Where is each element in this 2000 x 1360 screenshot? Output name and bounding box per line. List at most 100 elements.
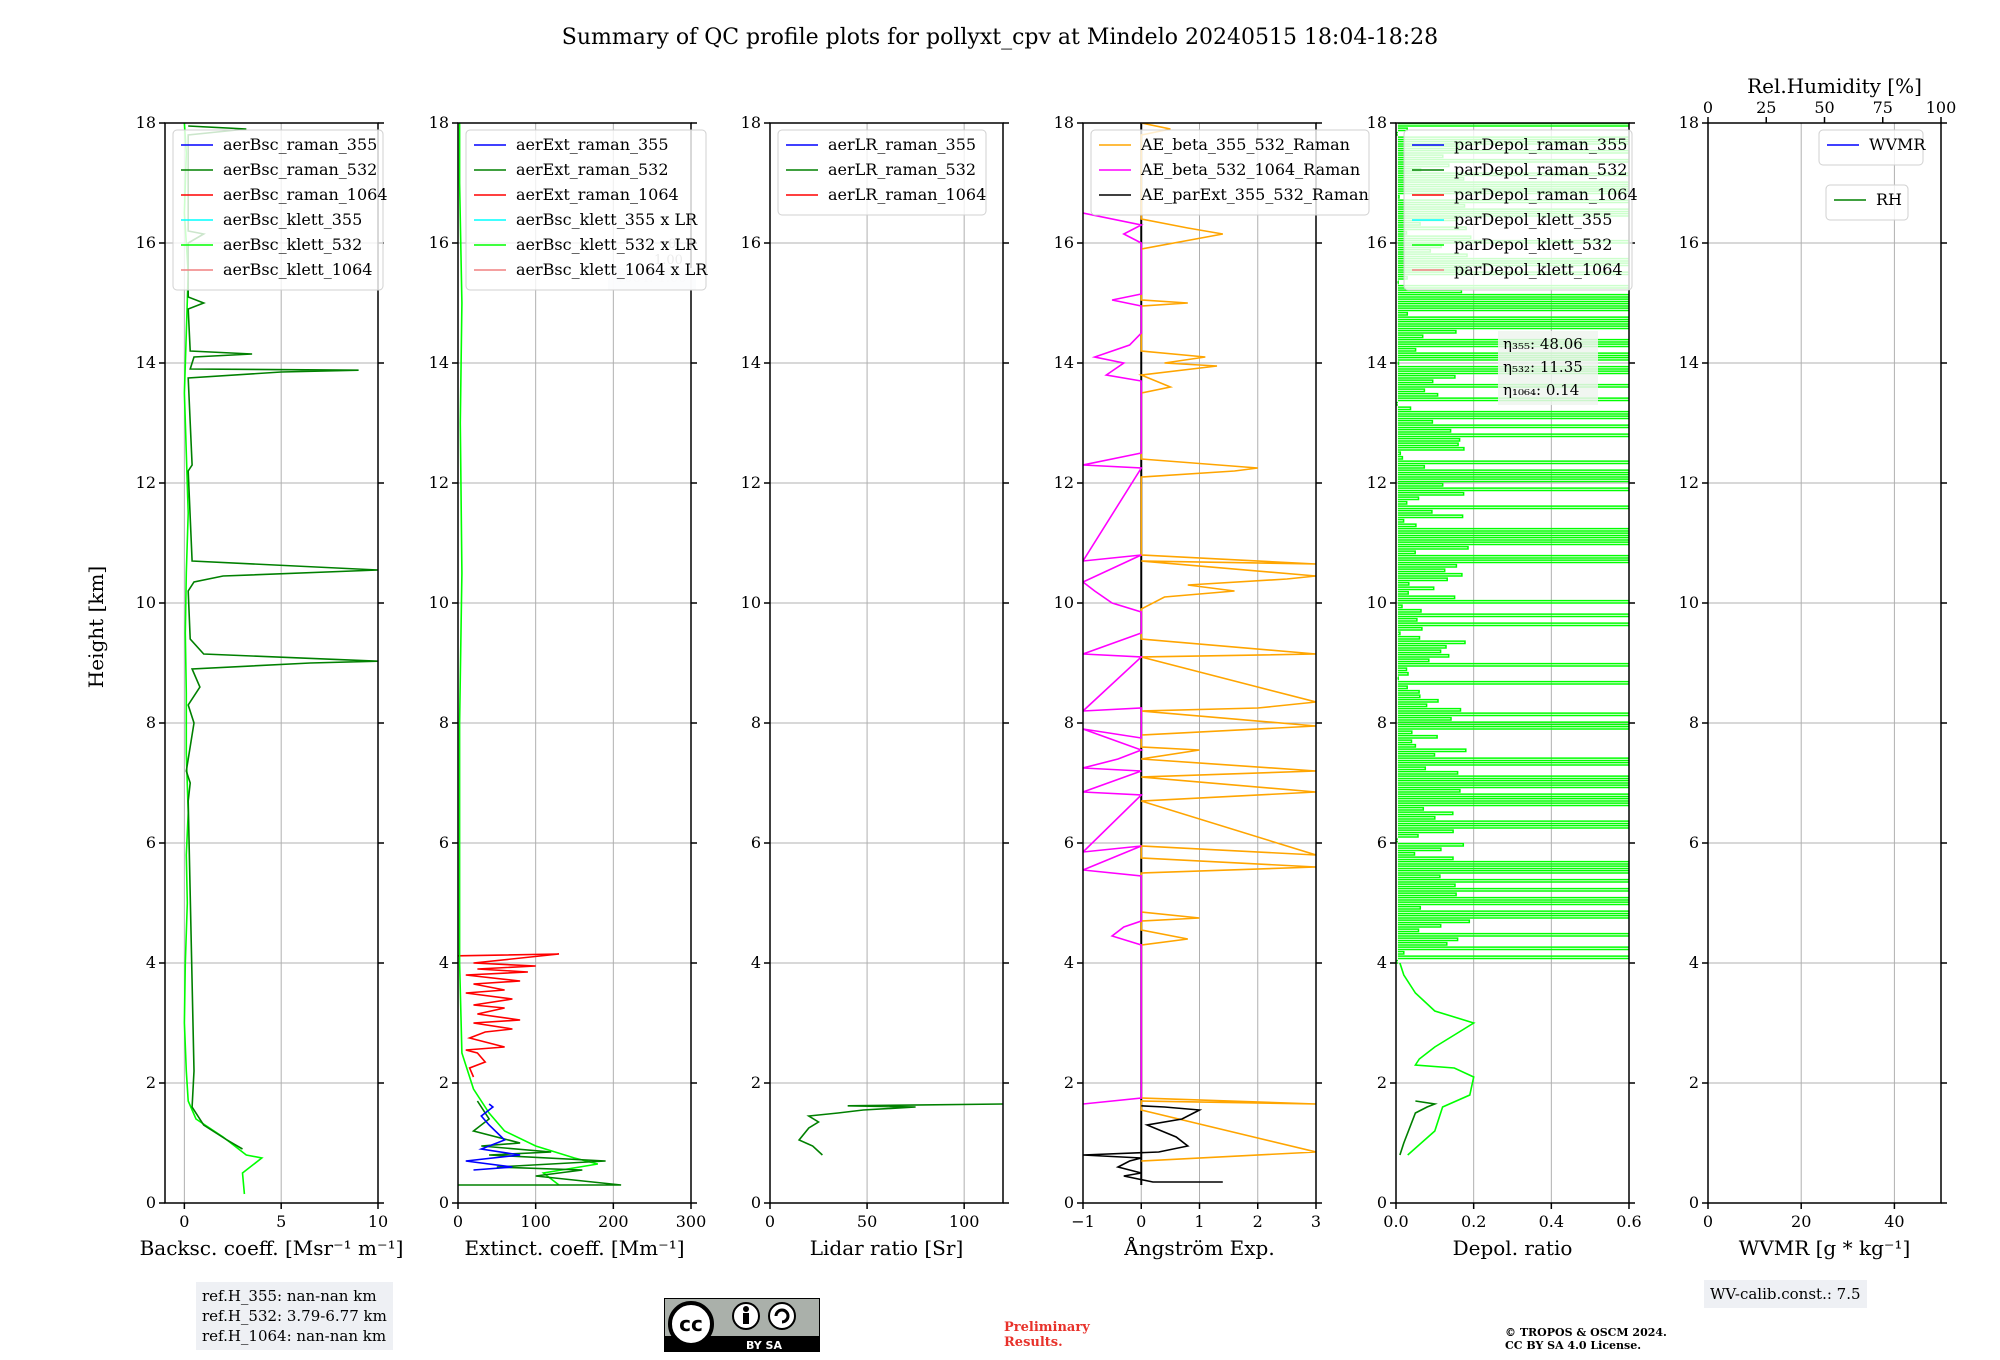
- eta-label: η₃₅₅: 48.06: [1503, 335, 1583, 353]
- copyright-line-2: CC BY SA 4.0 License.: [1505, 1339, 1642, 1352]
- ref-h-1064: ref.H_1064: nan-nan km: [202, 1327, 387, 1345]
- legend-label: aerBsc_klett_532 x LR: [516, 235, 698, 254]
- y-tick-label: 16: [1367, 233, 1387, 252]
- legend-label: aerBsc_klett_355 x LR: [516, 210, 698, 229]
- y-tick-label: 2: [146, 1073, 156, 1092]
- top-tick-label: 50: [1814, 98, 1834, 117]
- series-aerExt_raman_532: [458, 1100, 622, 1186]
- y-tick-label: 8: [751, 713, 761, 732]
- series-aerBsc_raman_532: [185, 125, 378, 1150]
- legend: [1090, 129, 1370, 216]
- y-tick-label: 12: [1679, 473, 1699, 492]
- panel-lr: 0 2 4 6 8 10 12 14 16 18 0 50 100 Lidar ratio [Sr] aer…: [741, 113, 1009, 1260]
- x-tick-label: 0.4: [1539, 1212, 1564, 1231]
- y-tick-label: 10: [429, 593, 449, 612]
- legend-label: aerBsc_raman_532: [223, 160, 377, 179]
- wv-calib-box: WV-calib.const.: 7.5: [1704, 1280, 1867, 1308]
- y-tick-label: 18: [1367, 113, 1387, 132]
- y-tick-label: 12: [741, 473, 761, 492]
- axes-frame: [164, 122, 379, 1204]
- copyright-line-1: © TROPOS & OSCM 2024.: [1505, 1326, 1667, 1339]
- legend: [465, 129, 707, 291]
- y-tick-label: 10: [741, 593, 761, 612]
- series-AE_parExt_355_532_Raman: [1083, 1105, 1223, 1183]
- y-tick-label: 16: [136, 233, 156, 252]
- legend-label: parDepol_klett_1064: [1454, 260, 1623, 279]
- axes-frame: [1707, 122, 1942, 1204]
- legend-label: parDepol_raman_532: [1454, 160, 1627, 179]
- x-tick-label: 0.2: [1461, 1212, 1486, 1231]
- y-tick-label: 14: [741, 353, 761, 372]
- series-parDepol_klett_532: [1399, 962, 1476, 1156]
- y-tick-label: 2: [439, 1073, 449, 1092]
- series-group: [797, 1103, 1003, 1156]
- legend-label: WVMR: [1869, 135, 1926, 154]
- legend: [777, 129, 987, 216]
- y-tick-label: 8: [1377, 713, 1387, 732]
- legend-label: AE_parExt_355_532_Raman: [1140, 185, 1369, 204]
- ref-h-532: ref.H_532: 3.79-6.77 km: [202, 1307, 387, 1325]
- ref-h-355: ref.H_355: nan-nan km: [202, 1287, 377, 1305]
- y-tick-label: 8: [1064, 713, 1074, 732]
- panel-bsc: 0 2 4 6 8 10 12 14 16 18 0 5 10 Backsc. coeff. [Msr⁻¹…: [136, 113, 404, 1260]
- y-tick-label: 0: [1689, 1193, 1699, 1212]
- y-tick-label: 4: [146, 953, 156, 972]
- series-group: [458, 123, 622, 1186]
- series-aerBsc_klett_532 x LR: [458, 123, 598, 1186]
- series-group: [183, 123, 378, 1195]
- cc-label: BY SA: [746, 1339, 783, 1352]
- legend-label: AE_beta_532_1064_Raman: [1140, 160, 1360, 179]
- y-tick-label: 8: [146, 713, 156, 732]
- x-axis-label: Extinct. coeff. [Mm⁻¹]: [464, 1236, 684, 1260]
- x-tick-label: 300: [676, 1212, 707, 1231]
- series-parDepol_raman_532: [1399, 1100, 1438, 1156]
- top-tick-label: 75: [1873, 98, 1893, 117]
- legend-label: parDepol_raman_1064: [1454, 185, 1638, 204]
- y-tick-label: 10: [1679, 593, 1699, 612]
- preliminary-line-1: Preliminary: [1004, 1320, 1090, 1335]
- y-tick-label: 4: [1064, 953, 1074, 972]
- series-aerLR_raman_532: [797, 1103, 1003, 1156]
- series-AE_beta_532_1064_Raman: [1083, 212, 1144, 1105]
- x-tick-label: 0.6: [1616, 1212, 1641, 1231]
- series-aerExt_raman_1064: [458, 953, 560, 1078]
- y-tick-label: 8: [1689, 713, 1699, 732]
- x-tick-label: 0: [1136, 1212, 1146, 1231]
- x-tick-label: 0: [1703, 1212, 1713, 1231]
- figure-title: Summary of QC profile plots for pollyxt_…: [562, 25, 1438, 50]
- y-tick-label: 18: [1679, 113, 1699, 132]
- series-AE_beta_355_532_Raman: [1138, 123, 1316, 1162]
- y-tick-label: 6: [1377, 833, 1387, 852]
- y-tick-label: 4: [439, 953, 449, 972]
- x-tick-label: 100: [949, 1212, 980, 1231]
- y-tick-label: 6: [1689, 833, 1699, 852]
- x-axis-label: Ångström Exp.: [1123, 1235, 1274, 1260]
- svg-text:cc: cc: [679, 1312, 703, 1336]
- legend-label: RH: [1876, 190, 1902, 209]
- y-tick-label: 14: [136, 353, 156, 372]
- legend-label: aerBsc_klett_1064: [223, 260, 372, 279]
- y-tick-label: 0: [1377, 1193, 1387, 1212]
- y-tick-label: 0: [1064, 1193, 1074, 1212]
- legend-label: aerBsc_raman_1064: [223, 185, 388, 204]
- legend-label: aerBsc_klett_355: [223, 210, 362, 229]
- x-tick-label: 100: [520, 1212, 551, 1231]
- x-tick-label: 2: [1253, 1212, 1263, 1231]
- legend: [1818, 129, 1924, 166]
- axes-frame: [769, 122, 1004, 1204]
- x-tick-label: 0.0: [1383, 1212, 1408, 1231]
- x-tick-label: 5: [276, 1212, 286, 1231]
- y-tick-label: 18: [429, 113, 449, 132]
- series-group: [1083, 123, 1316, 1185]
- panel-ext: 0 2 4 6 8 10 12 14 16 18 0 100 200 300 Extinct. coeff.…: [429, 113, 709, 1260]
- x-tick-label: −1: [1071, 1212, 1095, 1231]
- x-tick-label: 200: [598, 1212, 629, 1231]
- y-tick-label: 12: [136, 473, 156, 492]
- top-tick-label: 25: [1756, 98, 1776, 117]
- y-tick-label: 10: [136, 593, 156, 612]
- legend-label: aerBsc_klett_1064 x LR: [516, 260, 708, 279]
- preliminary-line-2: Results.: [1004, 1335, 1063, 1350]
- y-tick-label: 8: [439, 713, 449, 732]
